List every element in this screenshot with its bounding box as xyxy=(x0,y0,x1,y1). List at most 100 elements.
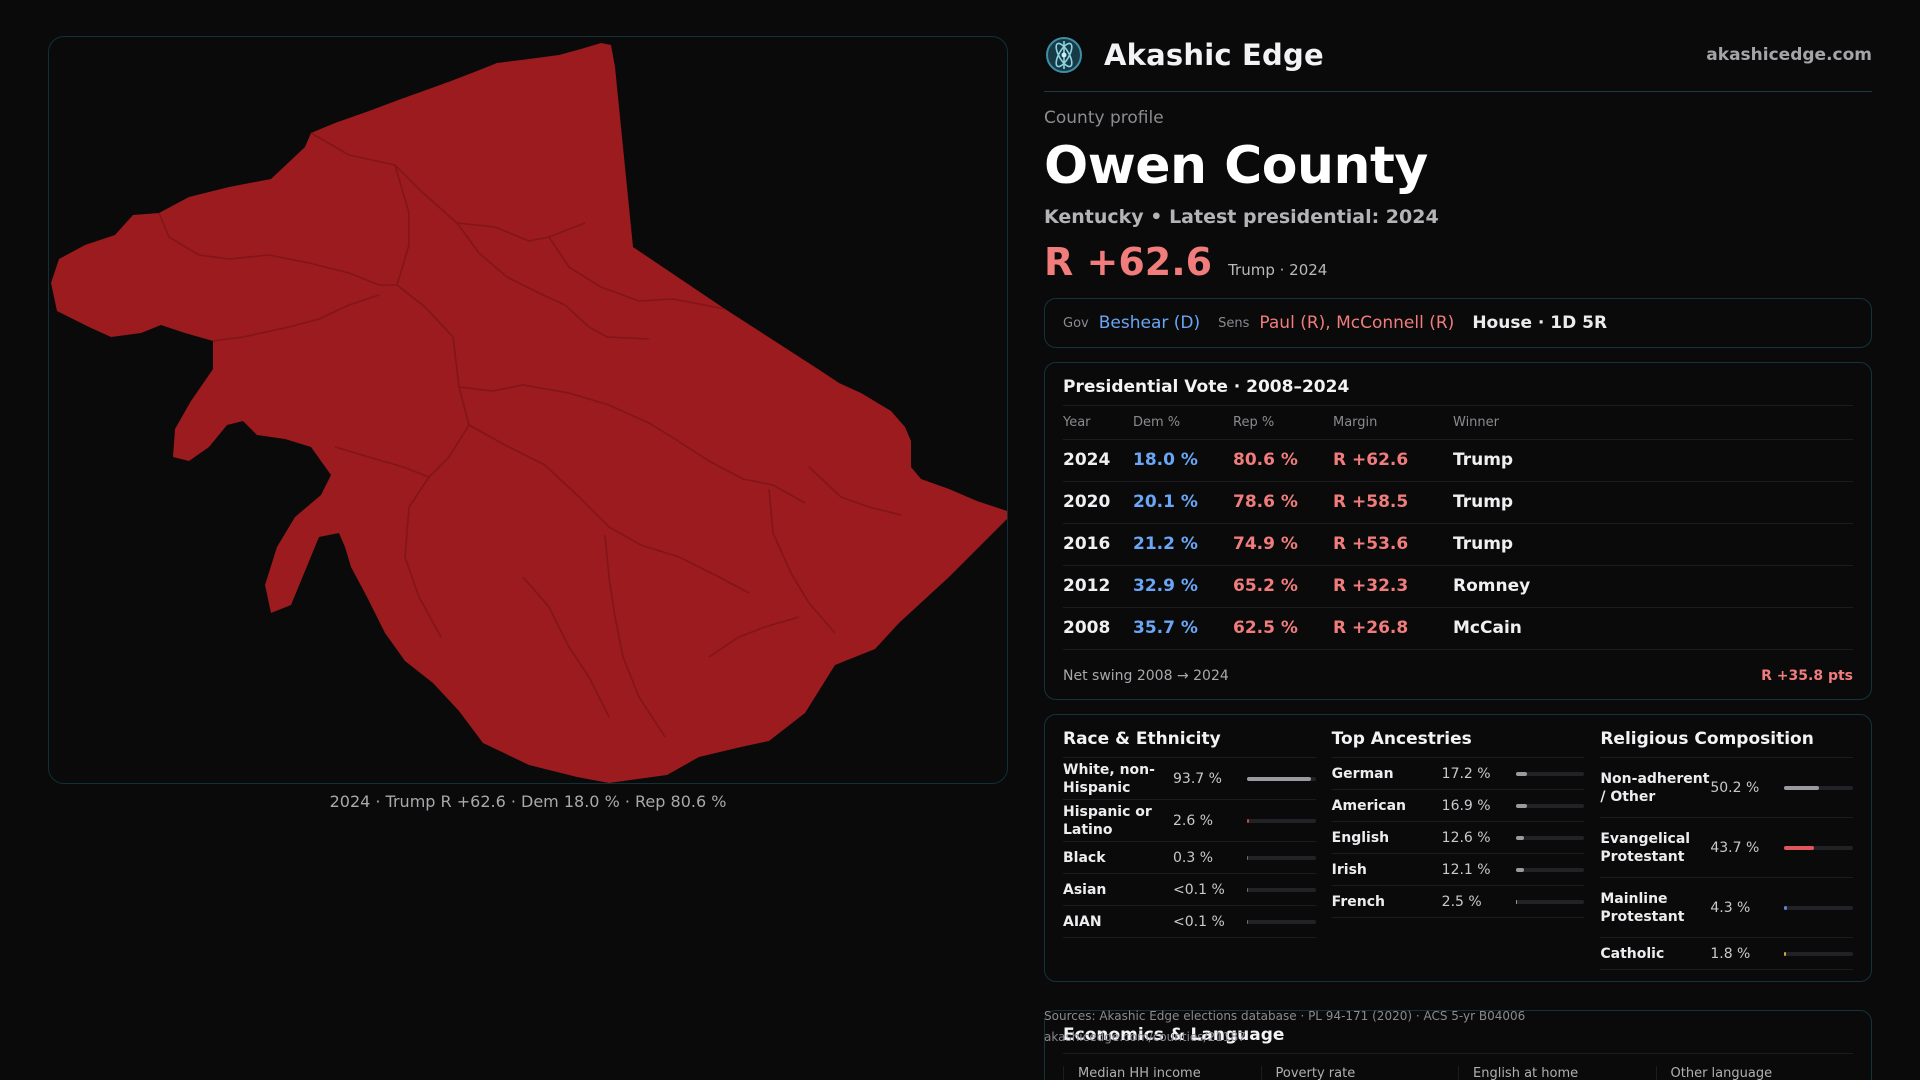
winner-cell: Trump xyxy=(1453,439,1853,482)
county-shape[interactable] xyxy=(51,43,1008,783)
share-bar xyxy=(1247,887,1316,892)
margin-cell: R +62.6 xyxy=(1333,439,1453,482)
item-label: Irish xyxy=(1331,861,1367,878)
presidential-year-cell: 2008 xyxy=(1063,607,1133,650)
winner-cell: Trump xyxy=(1453,523,1853,566)
item-value: 12.1 % xyxy=(1441,861,1491,878)
list-item: Irish 12.1 % xyxy=(1331,854,1585,886)
share-bar xyxy=(1784,785,1854,790)
map-caption: 2024 · Trump R +62.6 · Dem 18.0 % · Rep … xyxy=(329,792,727,811)
margin-value: R +62.6 xyxy=(1044,240,1213,284)
winner-cell: Romney xyxy=(1453,565,1853,608)
margin-cell: R +26.8 xyxy=(1333,607,1453,650)
race-title: Race & Ethnicity xyxy=(1063,729,1316,758)
sens-label: Sens xyxy=(1218,315,1250,331)
net-swing: Net swing 2008 → 2024 R +35.8 pts xyxy=(1063,650,1853,684)
senators-names: Paul (R), McConnell (R) xyxy=(1259,313,1455,333)
atom-icon[interactable] xyxy=(1044,35,1084,75)
item-label: German xyxy=(1331,765,1394,782)
item-label: American xyxy=(1331,797,1407,814)
demographics-card: Race & Ethnicity White, non-Hispanic 93.7… xyxy=(1044,714,1872,982)
religion-title: Religious Composition xyxy=(1600,729,1854,758)
share-bar xyxy=(1515,771,1585,776)
presidential-year-cell: 2012 xyxy=(1063,565,1133,608)
econ-header-income: Median HH income xyxy=(1063,1066,1261,1080)
county-map-panel xyxy=(48,36,1008,784)
brand-name[interactable]: Akashic Edge xyxy=(1104,37,1324,72)
item-label: Non-adherent / Other xyxy=(1600,770,1710,805)
presidential-table: Year Dem % Rep % Margin Winner 2024 18.0 … xyxy=(1063,406,1853,650)
county-map[interactable] xyxy=(49,37,1008,784)
race-column: Race & Ethnicity White, non-Hispanic 93.7… xyxy=(1063,729,1316,981)
share-bar xyxy=(1515,899,1585,904)
profile-kicker: County profile xyxy=(1044,108,1164,128)
item-label: AIAN xyxy=(1063,913,1102,930)
share-bar-fill xyxy=(1515,803,1528,808)
swing-value: R +35.8 pts xyxy=(1761,667,1853,684)
margin-note: Trump · 2024 xyxy=(1228,261,1328,279)
econ-header-poverty: Poverty rate xyxy=(1260,1066,1459,1080)
item-value: 4.3 % xyxy=(1710,899,1751,916)
share-bar xyxy=(1247,818,1316,823)
list-item: German 17.2 % xyxy=(1331,758,1585,790)
share-bar xyxy=(1515,803,1585,808)
share-bar-fill xyxy=(1247,919,1249,924)
share-bar xyxy=(1784,905,1854,910)
item-value: 43.7 % xyxy=(1710,839,1760,856)
economics-headers: Median HH income Poverty rate English at… xyxy=(1063,1066,1853,1080)
rep-share-cell: 80.6 % xyxy=(1233,439,1333,482)
list-item: Asian <0.1 % xyxy=(1063,874,1316,906)
brand-url[interactable]: akashicedge.com xyxy=(1706,44,1872,65)
share-bar-fill xyxy=(1784,905,1788,910)
rep-share-cell: 74.9 % xyxy=(1233,523,1333,566)
item-value: 12.6 % xyxy=(1441,829,1491,846)
share-bar xyxy=(1247,855,1316,860)
share-bar xyxy=(1247,776,1316,781)
page-title: Owen County xyxy=(1044,136,1428,196)
officials-bar: Gov Beshear (D) Sens Paul (R), McConnell… xyxy=(1044,298,1872,348)
table-row: 2024 18.0 % 80.6 % R +62.6 Trump xyxy=(1063,439,1853,482)
list-item: French 2.5 % xyxy=(1331,886,1585,918)
table-row: 2012 32.9 % 65.2 % R +32.3 Romney xyxy=(1063,565,1853,608)
share-bar xyxy=(1515,835,1585,840)
dem-share-cell: 32.9 % xyxy=(1133,565,1233,608)
item-label: Mainline Protestant xyxy=(1600,890,1685,925)
margin-cell: R +58.5 xyxy=(1333,481,1453,524)
item-value: 93.7 % xyxy=(1173,770,1222,787)
sources-footer: Sources: Akashic Edge elections database… xyxy=(1044,1006,1525,1048)
share-bar xyxy=(1784,845,1854,850)
list-item: Mainline Protestant 4.3 % xyxy=(1600,878,1854,938)
item-label: Asian xyxy=(1063,881,1107,898)
item-label: English xyxy=(1331,829,1390,846)
dem-share-cell: 35.7 % xyxy=(1133,607,1233,650)
list-item: Evangelical Protestant 43.7 % xyxy=(1600,818,1854,878)
religion-column: Religious Composition Non-adherent / Oth… xyxy=(1600,729,1854,981)
item-value: 2.6 % xyxy=(1173,812,1214,829)
margin-summary: R +62.6 Trump · 2024 xyxy=(1044,240,1872,284)
share-bar-fill xyxy=(1515,771,1528,776)
ancestry-column: Top Ancestries German 17.2 % American 16.9 … xyxy=(1331,729,1585,981)
rep-share-cell: 78.6 % xyxy=(1233,481,1333,524)
table-row: 2016 21.2 % 74.9 % R +53.6 Trump xyxy=(1063,523,1853,566)
presidential-year-cell: 2020 xyxy=(1063,481,1133,524)
item-value: 17.2 % xyxy=(1441,765,1491,782)
list-item: Black 0.3 % xyxy=(1063,842,1316,874)
item-label: White, non-Hispanic xyxy=(1063,761,1155,796)
share-bar-fill xyxy=(1247,776,1312,781)
margin-cell: R +53.6 xyxy=(1333,523,1453,566)
house-delegation: House · 1D 5R xyxy=(1472,313,1608,333)
share-bar-fill xyxy=(1247,818,1249,823)
presidential-vote-card: Presidential Vote · 2008–2024 Year Dem %… xyxy=(1044,362,1872,700)
item-label: French xyxy=(1331,893,1385,910)
sources-link[interactable]: akashicedge.com/counties/21187 xyxy=(1044,1030,1246,1044)
governor-name: Beshear (D) xyxy=(1098,313,1201,333)
winner-cell: Trump xyxy=(1453,481,1853,524)
header-margin: Margin xyxy=(1333,406,1453,440)
header-year: Year xyxy=(1063,406,1133,440)
list-item: Hispanic or Latino 2.6 % xyxy=(1063,800,1316,842)
share-bar-fill xyxy=(1515,835,1525,840)
item-value: 16.9 % xyxy=(1441,797,1491,814)
margin-cell: R +32.3 xyxy=(1333,565,1453,608)
item-label: Evangelical Protestant xyxy=(1600,830,1691,865)
share-bar-fill xyxy=(1784,951,1786,956)
